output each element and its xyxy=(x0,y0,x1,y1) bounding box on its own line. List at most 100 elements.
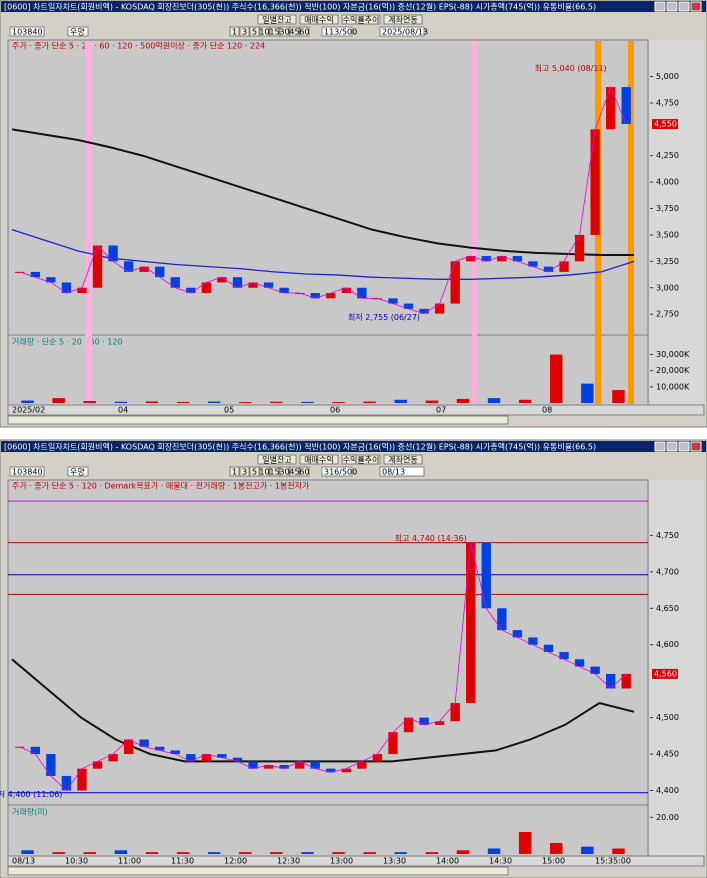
volume-bar xyxy=(425,852,439,854)
candle xyxy=(77,768,87,791)
volume-bar xyxy=(83,852,96,854)
candle xyxy=(263,282,274,288)
stock-name: 우양 xyxy=(70,468,85,477)
toolbar-button[interactable] xyxy=(383,14,423,25)
date-box[interactable] xyxy=(379,466,425,477)
candle xyxy=(481,256,491,262)
toolbar-button[interactable] xyxy=(257,14,297,25)
candle xyxy=(590,129,600,235)
volume-bar xyxy=(114,401,128,403)
x-axis-area xyxy=(7,855,705,867)
candle xyxy=(450,703,460,722)
volume-bar xyxy=(518,832,532,854)
candle xyxy=(217,277,227,283)
candle xyxy=(263,765,274,769)
name-box xyxy=(67,26,89,37)
window-button[interactable] xyxy=(654,441,666,452)
volume-bar xyxy=(456,850,470,854)
interval-button[interactable] xyxy=(239,466,250,477)
interval-label: 60 xyxy=(299,28,309,37)
candle xyxy=(341,287,351,294)
interval-button[interactable] xyxy=(289,26,300,37)
volume-bar xyxy=(332,402,345,403)
interval-button[interactable] xyxy=(289,466,300,477)
candle xyxy=(512,630,523,638)
x-axis-label: 07 xyxy=(436,406,446,415)
interval-button[interactable] xyxy=(279,26,290,37)
candle xyxy=(248,761,258,769)
window-button[interactable] xyxy=(678,1,690,12)
candle xyxy=(61,282,72,294)
candle xyxy=(310,761,320,769)
volume-bar xyxy=(21,400,34,403)
interval-button[interactable] xyxy=(299,466,310,477)
date-box[interactable] xyxy=(379,26,425,37)
interval-button[interactable] xyxy=(259,26,270,37)
toolbar-button[interactable] xyxy=(383,454,423,465)
toolbar-button[interactable] xyxy=(341,454,381,465)
price-tick-label: 3,250 xyxy=(656,257,679,266)
volume-bar xyxy=(363,401,376,403)
axis-area xyxy=(650,480,704,856)
window-button[interactable] xyxy=(690,441,702,452)
scrollbar[interactable] xyxy=(7,415,509,425)
scrollbar[interactable] xyxy=(7,866,509,876)
candle xyxy=(30,746,40,755)
code-input[interactable] xyxy=(9,466,45,477)
axis-area xyxy=(650,40,704,405)
interval-label: 30 xyxy=(279,28,289,37)
window-button[interactable] xyxy=(666,441,678,452)
window-title: [0600] 차트일자차트(회원비액) - KOSDAQ 회장진보더(305(천… xyxy=(4,2,596,12)
candle xyxy=(543,644,554,653)
x-axis-label: 08 xyxy=(542,406,552,415)
count-box xyxy=(321,26,353,37)
price-tick-label: 4,650 xyxy=(656,604,679,613)
volume-bar xyxy=(363,852,376,854)
volume-bar xyxy=(550,843,563,854)
chart-area xyxy=(7,479,649,857)
candle xyxy=(590,666,600,674)
interval-label: 15 xyxy=(269,468,279,477)
candle xyxy=(92,245,103,288)
candle xyxy=(279,287,289,294)
annotation: 최저 4,400 (11:06) xyxy=(0,789,62,799)
interval-button[interactable] xyxy=(299,26,310,37)
interval-button[interactable] xyxy=(269,26,280,37)
volume-bar xyxy=(581,383,594,403)
price-tick-label: 4,400 xyxy=(656,786,679,795)
code-input[interactable] xyxy=(9,26,45,37)
candle xyxy=(92,761,103,769)
toolbar-button[interactable] xyxy=(257,454,297,465)
window-button[interactable] xyxy=(678,441,690,452)
interval-button[interactable] xyxy=(229,26,240,37)
window-button[interactable] xyxy=(666,1,678,12)
toolbar-button[interactable] xyxy=(299,454,339,465)
interval-button[interactable] xyxy=(249,26,260,37)
candle xyxy=(357,761,367,769)
volume-bar xyxy=(21,850,34,854)
candle xyxy=(466,542,476,704)
interval-button[interactable] xyxy=(269,466,280,477)
price-tick-label: 5,000 xyxy=(656,72,679,81)
toolbar-button[interactable] xyxy=(299,14,339,25)
volume-bar xyxy=(332,852,345,854)
interval-label: 10 xyxy=(259,468,269,477)
interval-button[interactable] xyxy=(259,466,270,477)
toolbar-label: 수익률추이 xyxy=(343,455,380,465)
interval-button[interactable] xyxy=(229,466,240,477)
interval-label: 60 xyxy=(299,468,309,477)
volume-bar xyxy=(394,852,407,854)
volume-bar xyxy=(487,398,501,403)
window-button[interactable] xyxy=(690,1,702,12)
current-price: 4,560 xyxy=(654,669,677,678)
volume-bar xyxy=(207,401,221,403)
price-tick-label: 3,750 xyxy=(656,204,679,213)
interval-button[interactable] xyxy=(279,466,290,477)
window-button[interactable] xyxy=(654,1,666,12)
candle xyxy=(139,739,149,747)
toolbar-button[interactable] xyxy=(341,14,381,25)
interval-button[interactable] xyxy=(239,26,250,37)
interval-label: 3 xyxy=(242,28,247,37)
interval-button[interactable] xyxy=(249,466,260,477)
candle xyxy=(46,277,56,283)
